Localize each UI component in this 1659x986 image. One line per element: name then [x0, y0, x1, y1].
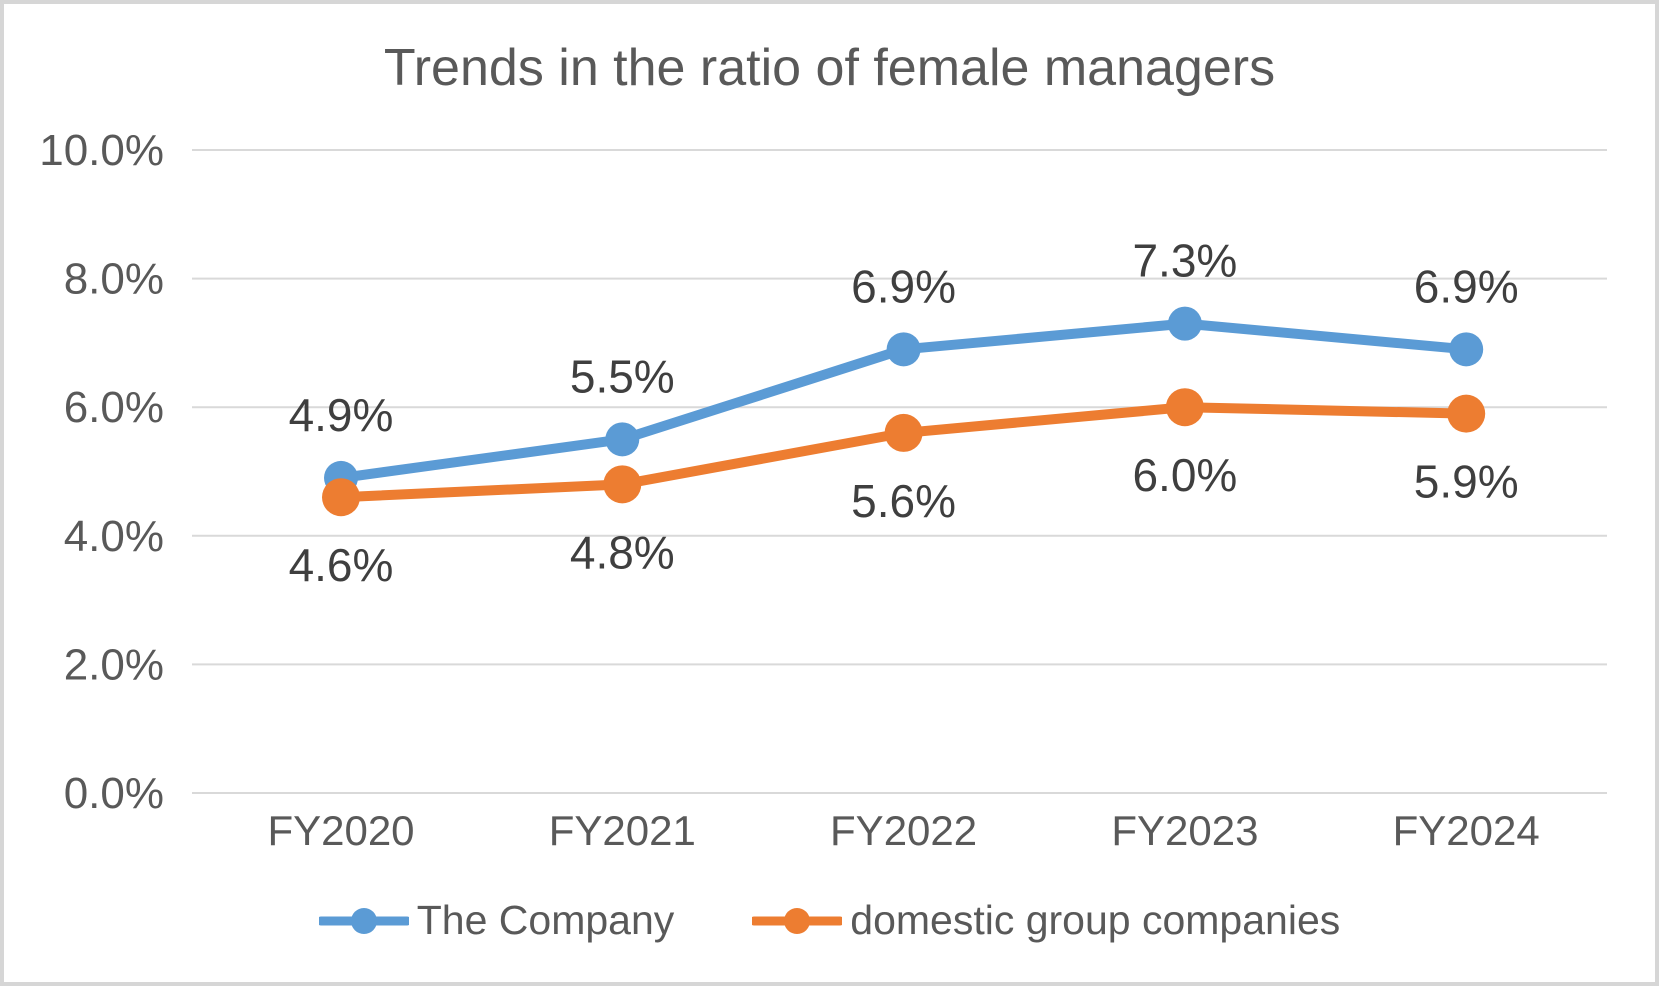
- data-point-label: 5.9%: [1414, 456, 1519, 508]
- y-axis-tick-label: 0.0%: [64, 769, 164, 818]
- data-point-label: 4.8%: [570, 526, 675, 578]
- y-axis-tick-label: 8.0%: [64, 255, 164, 304]
- data-point-label: 6.9%: [851, 260, 956, 312]
- data-point-marker: [322, 478, 360, 517]
- y-axis-tick-label: 4.0%: [64, 512, 164, 561]
- y-axis-tick-label: 6.0%: [64, 383, 164, 432]
- data-point-marker: [603, 465, 642, 504]
- data-point-label: 5.6%: [851, 475, 956, 527]
- data-point-marker: [1447, 394, 1486, 433]
- line-marker-icon: [752, 907, 843, 934]
- data-point-marker: [605, 422, 640, 457]
- data-point-marker: [1167, 306, 1202, 341]
- chart-title: Trends in the ratio of female managers: [383, 39, 1276, 97]
- y-axis-tick-label: 10.0%: [39, 126, 164, 175]
- plot-area: 10.0% 8.0% 6.0% 4.0% 2.0% 0.0% FY2020 FY2021 FY2…: [39, 126, 1607, 854]
- x-axis-category-label: FY2023: [1111, 807, 1258, 854]
- data-point-marker: [884, 413, 923, 452]
- x-axis-category-label: FY2022: [830, 807, 977, 854]
- x-axis-category-label: FY2020: [267, 807, 414, 854]
- line-marker-icon: [318, 907, 409, 934]
- legend-label-the-company: The Company: [416, 897, 675, 943]
- data-point-label: 7.3%: [1132, 235, 1237, 287]
- legend: The Company domestic group companies: [4, 897, 1655, 944]
- legend-item-domestic-group-companies: domestic group companies: [752, 897, 1340, 944]
- data-point-marker: [886, 332, 921, 367]
- data-point-label: 4.6%: [289, 539, 394, 591]
- x-axis-category-label: FY2021: [549, 807, 696, 854]
- legend-item-the-company: The Company: [318, 897, 675, 944]
- data-point-label: 6.0%: [1132, 449, 1237, 501]
- x-axis-category-label: FY2024: [1393, 807, 1540, 854]
- legend-label-domestic-group-companies: domestic group companies: [850, 897, 1341, 943]
- data-point-marker: [1449, 332, 1484, 367]
- data-point-label: 4.9%: [289, 389, 394, 441]
- data-point-label: 6.9%: [1414, 260, 1519, 312]
- data-point-marker: [1165, 388, 1204, 427]
- y-axis-tick-label: 2.0%: [64, 640, 164, 689]
- data-point-label: 5.5%: [570, 350, 675, 402]
